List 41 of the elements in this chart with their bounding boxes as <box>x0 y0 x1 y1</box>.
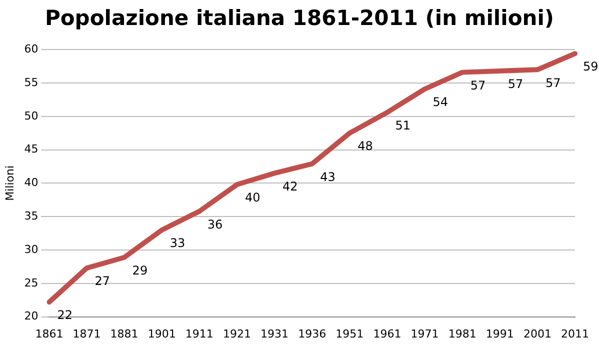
data-label: 43 <box>320 170 336 184</box>
y-tick-label: 45 <box>24 142 38 156</box>
data-label: 29 <box>132 263 148 278</box>
data-label: 42 <box>282 179 298 194</box>
x-tick-label: 2001 <box>523 327 552 340</box>
data-label: 57 <box>470 78 486 92</box>
data-label: 57 <box>508 77 524 92</box>
x-tick-label: 1901 <box>148 327 176 340</box>
x-tick-label: 1981 <box>448 327 476 340</box>
x-tick-label: 1881 <box>110 327 138 340</box>
x-tick-label: 2011 <box>561 327 589 340</box>
x-tick-label: 1961 <box>373 327 402 340</box>
y-tick-label: 40 <box>24 176 38 190</box>
x-tick-label: 1936 <box>298 327 326 340</box>
data-label: 36 <box>207 217 223 232</box>
data-label: 22 <box>57 308 72 322</box>
chart-title: Popolazione italiana 1861-2011 (in milioni) <box>44 6 556 30</box>
y-tick-label: 25 <box>24 276 38 290</box>
x-tick-label: 1861 <box>35 327 64 340</box>
x-tick-label: 1991 <box>486 327 514 340</box>
y-tick-label: 60 <box>24 42 38 56</box>
x-tick-label: 1871 <box>72 327 101 340</box>
data-label: 27 <box>94 274 110 288</box>
data-label: 59 <box>583 60 598 74</box>
y-tick-label: 50 <box>24 109 38 122</box>
data-label: 33 <box>170 236 186 250</box>
data-label: 48 <box>358 139 373 154</box>
y-axis-title: Milioni <box>3 165 16 201</box>
data-label: 54 <box>432 95 448 110</box>
x-tick-label: 1951 <box>336 327 364 340</box>
x-tick-label: 1911 <box>185 327 214 340</box>
x-tick-label: 1921 <box>222 327 251 340</box>
x-tick-label: 1971 <box>410 327 439 340</box>
y-tick-label: 30 <box>24 242 38 256</box>
y-tick-label: 55 <box>24 76 38 89</box>
y-tick-label: 20 <box>24 310 38 323</box>
data-label: 40 <box>244 190 260 205</box>
data-label: 51 <box>395 118 410 133</box>
x-tick-label: 1931 <box>260 327 289 340</box>
y-tick-label: 35 <box>24 209 38 222</box>
data-label: 57 <box>545 76 561 90</box>
